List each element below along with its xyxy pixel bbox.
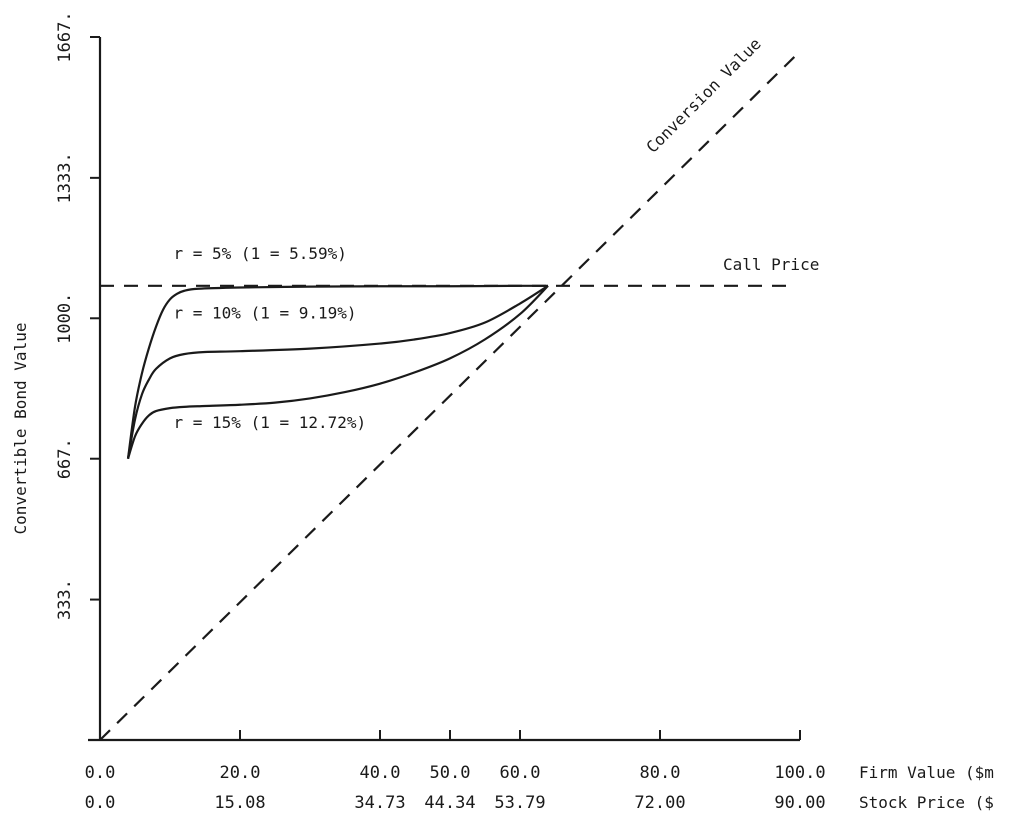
annotation-label: r = 5% (1 = 5.59%)	[174, 244, 347, 263]
stock-price-tick-label: 44.34	[424, 793, 475, 813]
y-axis-label: Convertible Bond Value	[11, 323, 30, 535]
y-tick-label: 1333.	[55, 152, 75, 203]
stock-price-tick-label: 90.00	[774, 793, 825, 813]
x-ticks: 0.0 0.0 20.0 15.08 40.0 34.73 50.0 44.34 60.0 53.…	[85, 730, 826, 813]
x2-axis-label: Stock Price ($	[859, 793, 994, 812]
x-axis-label: Firm Value ($m	[859, 763, 994, 782]
stock-price-tick-label: 72.00	[634, 793, 685, 813]
stock-price-tick-label: 53.79	[494, 793, 545, 813]
annotation-label: Conversion Value	[642, 34, 764, 156]
y-tick-label: 1667.	[55, 11, 75, 62]
y-tick-label: 1000.	[55, 293, 75, 344]
x-tick-label: 0.0	[85, 763, 116, 783]
y-tick-label: 667.	[55, 438, 75, 479]
x-tick-label: 50.0	[430, 763, 471, 783]
axes	[88, 37, 800, 742]
series	[99, 50, 801, 741]
y-tick-label: 333.	[55, 579, 75, 620]
y-ticks: 333. 667. 1000. 1333. 1667.	[55, 11, 100, 620]
stock-price-tick-label: 15.08	[214, 793, 265, 813]
x-tick-label: 80.0	[640, 763, 681, 783]
series-line-conversion-value	[99, 50, 801, 741]
stock-price-tick-label: 34.73	[354, 793, 405, 813]
annotation-label: r = 10% (1 = 9.19%)	[174, 303, 357, 322]
stock-price-tick-label: 0.0	[85, 793, 116, 813]
x-tick-label: 100.0	[774, 763, 825, 783]
annotation-label: r = 15% (1 = 12.72%)	[174, 413, 367, 432]
x-tick-label: 60.0	[500, 763, 541, 783]
annotation-label: Call Price	[723, 255, 819, 274]
series-line-r-10-1-9-19	[126, 284, 549, 459]
x-tick-label: 40.0	[360, 763, 401, 783]
annotations: r = 5% (1 = 5.59%) r = 10% (1 = 9.19%) r =…	[174, 34, 820, 432]
x-tick-label: 20.0	[220, 763, 261, 783]
series-line-r-15-1-12-72	[126, 285, 549, 460]
